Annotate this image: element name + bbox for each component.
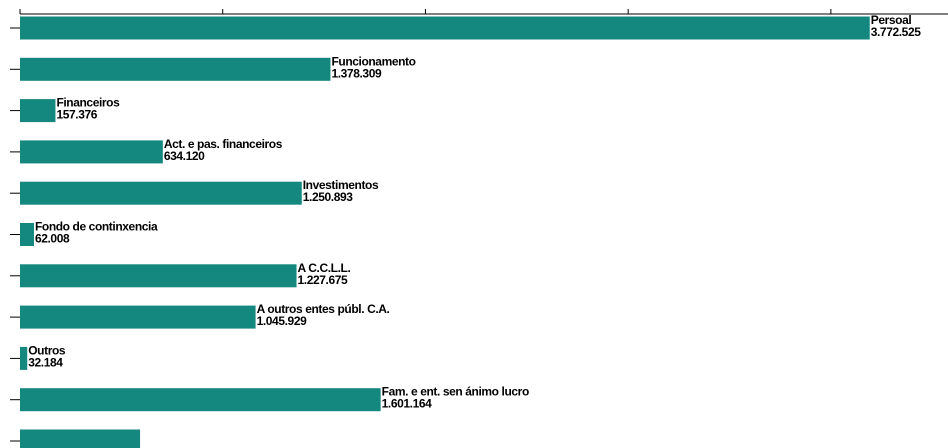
bar xyxy=(20,181,302,205)
bar xyxy=(20,429,141,448)
bar xyxy=(20,346,28,370)
bar xyxy=(20,223,34,246)
bar-value-label: 1.601.164 xyxy=(382,397,433,411)
bar-name: Act. e pas. financeiros xyxy=(164,137,283,151)
bar-value-label: 1.250.893 xyxy=(303,190,354,204)
bar-name: Fam. e ent. sen ánimo lucro xyxy=(382,385,529,399)
bar-value-label: 1.227.675 xyxy=(298,273,349,287)
bar-name: Outros xyxy=(28,343,66,357)
bar xyxy=(20,16,870,40)
bar xyxy=(20,264,297,288)
bar xyxy=(20,388,381,412)
bar-name: A outros entes públ. C.A. xyxy=(257,302,390,316)
bar-value-label: 1.378.309 xyxy=(331,66,382,80)
bar xyxy=(20,57,331,81)
bar-value-label: 62.008 xyxy=(35,232,70,246)
bar-name: Financeiros xyxy=(56,96,120,110)
bar xyxy=(20,305,256,329)
bar-name: Funcionamento xyxy=(331,54,415,68)
bar-value-label: 157.376 xyxy=(56,108,97,122)
bar xyxy=(20,140,163,164)
bar-value-label: 32.184 xyxy=(28,355,63,369)
bar-name: A C.C.L.L. xyxy=(298,261,351,275)
bar-name: Investimentos xyxy=(303,178,379,192)
bar xyxy=(20,99,56,123)
bar-name: Fondo de continxencia xyxy=(35,220,158,234)
bar-name: Persoal xyxy=(871,13,912,27)
bar-value-label: 634.120 xyxy=(164,149,205,163)
bar-value-label: 3.772.525 xyxy=(871,25,922,39)
bar-value-label: 1.045.929 xyxy=(257,314,308,328)
